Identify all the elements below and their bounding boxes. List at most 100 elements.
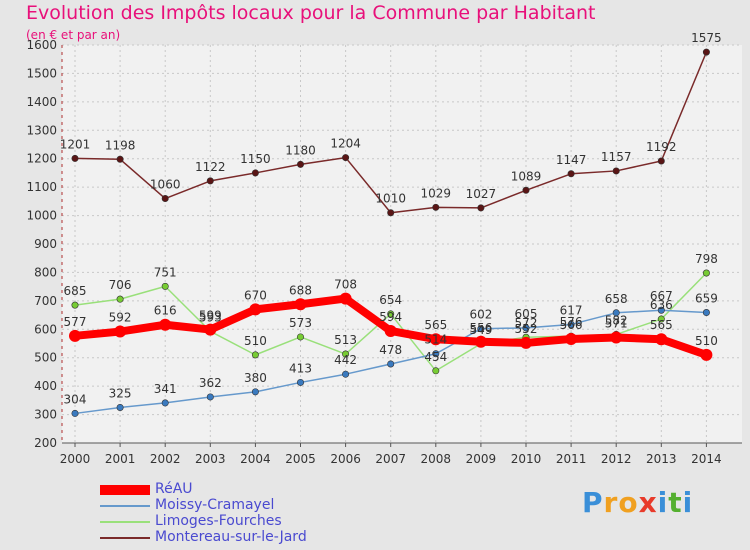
data-label: 708 [334,278,357,292]
data-point [161,195,169,203]
data-point [387,209,395,217]
data-point [702,269,710,277]
data-label: 1060 [150,178,181,192]
data-label: 362 [199,376,222,390]
data-label: 572 [515,316,538,330]
data-label: 751 [154,265,177,279]
data-label: 413 [289,361,312,375]
data-label: 513 [334,333,357,347]
data-point [432,367,440,375]
data-point [71,154,79,162]
chart-title: Evolution des Impôts locaux pour la Comm… [26,2,596,24]
data-point [702,48,710,56]
y-tick-label: 700 [34,294,57,308]
data-label: 1029 [421,186,452,200]
legend-swatch [100,505,150,507]
x-tick-label: 2009 [466,452,497,466]
data-label: 1192 [646,140,677,154]
data-point [387,310,395,318]
data-label: 566 [560,318,583,332]
logo-letter: t [668,486,683,519]
y-tick-label: 300 [34,408,57,422]
data-point [522,186,530,194]
y-tick-label: 500 [34,351,57,365]
data-point [296,333,304,341]
data-point [71,409,79,417]
data-point [342,370,350,378]
y-tick-label: 1300 [26,123,57,137]
data-label: 1150 [240,152,271,166]
data-point [342,350,350,358]
x-tick-label: 2002 [150,452,181,466]
data-label: 514 [424,333,447,347]
data-label: 1027 [466,187,497,201]
y-tick-label: 900 [34,237,57,251]
data-label: 594 [379,310,402,324]
data-point [159,318,172,331]
data-point [161,282,169,290]
data-point [612,309,620,317]
data-point [432,203,440,211]
x-tick-label: 2000 [60,452,91,466]
logo-letter: r [603,486,619,519]
data-label: 654 [379,293,402,307]
x-tick-label: 2005 [285,452,316,466]
data-point [204,323,217,336]
data-label: 582 [605,313,628,327]
data-label: 1198 [105,138,136,152]
logo-letter: x [638,486,658,519]
y-tick-label: 1000 [26,209,57,223]
data-label: 605 [515,307,538,321]
data-point [296,378,304,386]
data-label: 658 [605,292,628,306]
data-label: 1204 [330,137,361,151]
data-label: 380 [244,371,267,385]
data-point [116,403,124,411]
data-label: 510 [244,334,267,348]
legend-item: Montereau-sur-le-Jard [100,529,340,546]
data-label: 1180 [285,143,316,157]
data-point [206,177,214,185]
y-tick-label: 600 [34,322,57,336]
legend-label: RéAU [155,481,193,497]
x-tick-label: 2008 [421,452,452,466]
y-tick-label: 1500 [26,66,57,80]
data-label: 798 [695,252,718,266]
x-tick-label: 2004 [240,452,271,466]
data-point [342,154,350,162]
y-tick-label: 1600 [26,38,57,52]
data-point [251,351,259,359]
chart-subtitle: (en € et par an) [26,28,121,42]
data-label: 659 [695,292,718,306]
data-point [702,309,710,317]
data-label: 442 [334,353,357,367]
data-label: 1122 [195,160,226,174]
data-point [612,167,620,175]
logo-letter: i [682,486,694,519]
data-label: 549 [469,323,492,337]
data-label: 616 [154,304,177,318]
data-point [567,170,575,178]
x-tick-label: 2007 [375,452,406,466]
data-point [610,331,623,344]
data-point [565,332,578,345]
x-tick-label: 2003 [195,452,226,466]
data-point [116,295,124,303]
data-label: 1575 [691,31,722,45]
data-label: 706 [109,278,132,292]
y-tick-label: 1400 [26,95,57,109]
data-label: 592 [109,311,132,325]
data-point [520,336,532,349]
logo-letter: i [657,486,669,519]
data-label: 599 [199,309,222,323]
data-label: 565 [650,318,673,332]
legend-item: Moissy-Cramayel [100,497,340,514]
data-point [657,306,665,314]
data-label: 688 [289,283,312,297]
data-point [296,160,304,168]
data-point [522,324,530,332]
y-tick-label: 1200 [26,152,57,166]
y-tick-label: 1100 [26,180,57,194]
data-label: 685 [64,284,87,298]
data-point [657,157,665,165]
